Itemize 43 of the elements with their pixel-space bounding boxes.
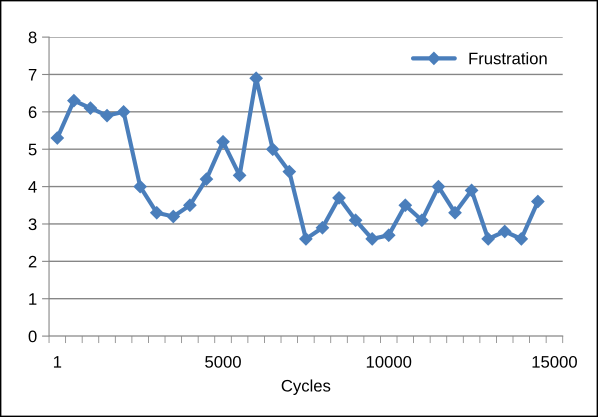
point [117, 105, 130, 118]
point [514, 232, 528, 246]
point [498, 224, 512, 238]
point [67, 94, 80, 108]
point [382, 228, 396, 242]
y-tick-label: 4 [28, 181, 37, 193]
point [366, 232, 379, 246]
point [183, 198, 196, 212]
y-tick-label: 7 [28, 69, 36, 81]
point [266, 142, 280, 156]
point [166, 210, 180, 224]
point [50, 131, 64, 145]
legend-label: Frustration [469, 52, 547, 64]
x-tick-label: 15000 [532, 356, 577, 368]
point [482, 232, 495, 246]
point [415, 214, 428, 227]
y-tick-label: 3 [28, 218, 36, 230]
y-tick-label: 5 [28, 144, 37, 156]
point [150, 206, 164, 220]
point [200, 172, 214, 186]
point [100, 109, 114, 122]
point [531, 194, 544, 208]
x-axis-title: Cycles [282, 379, 330, 395]
x-tick-label: 1 [54, 356, 62, 368]
point [448, 206, 462, 220]
y-tick-label: 1 [29, 293, 36, 305]
y-tick-label: 8 [28, 32, 37, 44]
y-tick-label: 2 [28, 256, 36, 268]
point [216, 135, 230, 148]
x-tick-label: 5000 [205, 356, 241, 368]
x-tick-label: 10000 [366, 356, 412, 368]
point [84, 102, 98, 115]
point [432, 180, 446, 194]
point [316, 221, 330, 234]
point [332, 191, 346, 204]
point [282, 165, 296, 178]
y-tick-label: 0 [28, 330, 37, 342]
point [349, 214, 362, 227]
y-tick-label: 6 [28, 106, 36, 118]
point [398, 198, 412, 212]
point [134, 180, 147, 194]
point [464, 184, 478, 197]
point [299, 232, 312, 246]
